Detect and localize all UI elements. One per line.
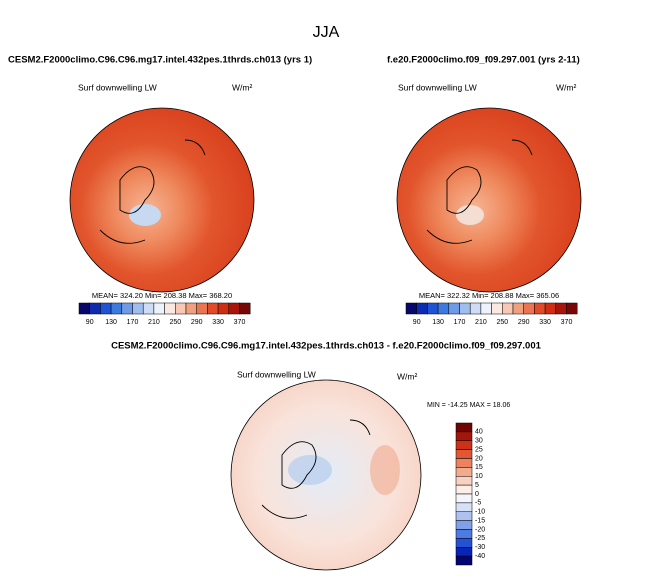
colorbar-label: 10 <box>475 473 483 480</box>
colorbar-box <box>480 302 492 315</box>
colorbar-box <box>455 440 473 450</box>
units-label: W/m² <box>397 371 417 381</box>
panel-title: f.e20.F2000climo.f09_f09.297.001 (yrs 2-… <box>387 55 580 66</box>
colorbar-label: 250 <box>496 319 508 326</box>
colorbar-label: -5 <box>475 500 481 507</box>
colorbar-label: 210 <box>148 319 160 326</box>
colorbar-label: -10 <box>475 509 485 516</box>
colorbar-label: -20 <box>475 526 485 533</box>
colorbar-label: 90 <box>413 319 421 326</box>
colorbar-box <box>455 422 473 433</box>
colorbar-box <box>100 302 112 315</box>
colorbar-label: 330 <box>539 319 551 326</box>
colorbar-box <box>523 302 535 315</box>
colorbar-box <box>566 302 578 315</box>
colorbar-box <box>455 458 473 468</box>
colorbar-label: -40 <box>475 553 485 560</box>
colorbar-box <box>459 302 471 315</box>
colorbar-box <box>228 302 240 315</box>
colorbar-label: 90 <box>86 319 94 326</box>
stats: MEAN= 324.20 Min= 208.38 Max= 368.20 <box>92 291 232 300</box>
colorbar-box <box>455 555 473 566</box>
variable-label: Surf downwelling LW <box>78 82 157 92</box>
colorbar-box <box>217 302 230 315</box>
colorbar-label: 5 <box>475 482 479 489</box>
colorbar-box <box>78 302 90 315</box>
colorbar-box <box>502 302 514 315</box>
colorbar-label: 130 <box>432 319 444 326</box>
colorbar-box <box>455 476 473 486</box>
colorbar-box <box>175 302 187 315</box>
colorbar-box <box>416 302 428 315</box>
colorbar-box <box>455 511 473 521</box>
colorbar-label: 290 <box>191 319 203 326</box>
colorbar-label: -25 <box>475 535 485 542</box>
colorbar-label: 20 <box>475 455 483 462</box>
colorbar-label: 30 <box>475 438 483 445</box>
colorbar-box <box>455 538 473 548</box>
colorbar-box <box>512 302 524 315</box>
stats: MIN = -14.25 MAX = 18.06 <box>427 402 510 409</box>
colorbar-box <box>455 547 473 557</box>
map <box>69 107 255 293</box>
colorbar-box <box>153 302 165 315</box>
colorbar-box <box>110 302 123 315</box>
colorbar-label: -15 <box>475 517 485 524</box>
colorbar-label: 15 <box>475 464 483 471</box>
colorbar-box <box>89 302 101 315</box>
colorbar-label: 0 <box>475 491 479 498</box>
colorbar-label: 170 <box>127 319 139 326</box>
colorbar-box <box>121 302 133 315</box>
colorbar-box <box>196 302 208 315</box>
colorbar-box <box>185 302 197 315</box>
colorbar-label: 40 <box>475 429 483 436</box>
colorbar-box <box>455 449 473 459</box>
panel-title: CESM2.F2000climo.C96.C96.mg17.intel.432p… <box>8 55 312 66</box>
colorbar-box <box>164 302 176 315</box>
units-label: W/m² <box>232 82 252 92</box>
colorbar-label: 130 <box>105 319 117 326</box>
colorbar-box <box>544 302 557 315</box>
panel-title: CESM2.F2000climo.C96.C96.mg17.intel.432p… <box>111 341 542 352</box>
colorbar-label: 25 <box>475 446 483 453</box>
map <box>396 107 582 293</box>
colorbar-box <box>427 302 439 315</box>
colorbar-box <box>455 431 473 441</box>
colorbar-label: 290 <box>518 319 530 326</box>
colorbar-label: 370 <box>561 319 573 326</box>
colorbar-box <box>455 493 473 504</box>
colorbar-label: 370 <box>234 319 246 326</box>
colorbar-label: 330 <box>212 319 224 326</box>
colorbar-box <box>534 302 546 315</box>
colorbar-box <box>405 302 417 315</box>
colorbar-box <box>239 302 251 315</box>
colorbar-label: 250 <box>169 319 181 326</box>
colorbar-box <box>491 302 503 315</box>
map <box>230 379 422 571</box>
colorbar-box <box>437 302 450 315</box>
colorbar-box <box>469 302 482 315</box>
colorbar-box <box>132 302 144 315</box>
colorbar-box <box>142 302 155 315</box>
variable-label: Surf downwelling LW <box>398 82 477 92</box>
variable-label: Surf downwelling LW <box>237 369 316 379</box>
colorbar-box <box>207 302 219 315</box>
colorbar-label: 170 <box>454 319 466 326</box>
colorbar-box <box>555 302 567 315</box>
stats: MEAN= 322.32 Min= 208.88 Max= 365.06 <box>419 291 559 300</box>
colorbar-box <box>448 302 460 315</box>
colorbar-box <box>455 520 473 530</box>
colorbar-box <box>455 502 473 512</box>
figure-title: JJA <box>313 24 340 41</box>
colorbar-label: 210 <box>475 319 487 326</box>
colorbar-label: -30 <box>475 544 485 551</box>
units-label: W/m² <box>556 82 576 92</box>
colorbar-box <box>455 529 473 539</box>
colorbar-box <box>455 467 473 477</box>
colorbar-box <box>455 484 473 495</box>
